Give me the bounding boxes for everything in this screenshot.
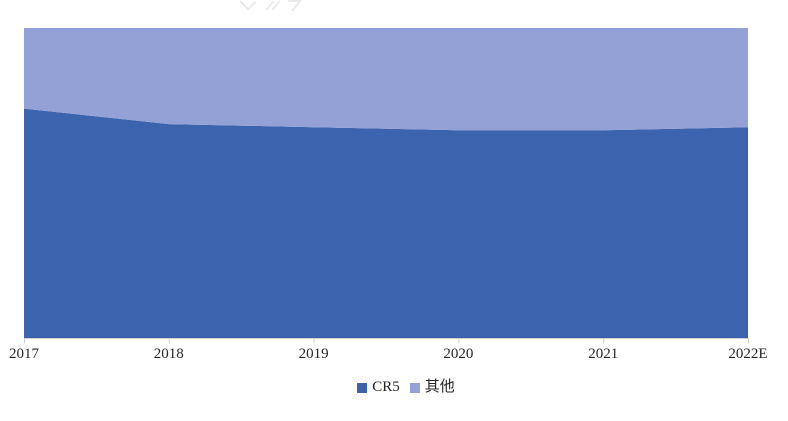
- legend-item-CR5: CR5: [357, 380, 400, 395]
- x-axis-label-2017: 2017: [9, 346, 39, 362]
- area-series-其他: [24, 28, 748, 131]
- cropped-watermark-icon: [239, 0, 303, 12]
- x-axis-label-2018: 2018: [153, 346, 184, 362]
- area-series-group: [24, 28, 748, 338]
- x-axis-label-2022E: 2022E: [728, 346, 768, 362]
- x-axis: [24, 338, 749, 344]
- legend-swatch-icon: [409, 382, 420, 393]
- x-axis-label-2020: 2020: [443, 346, 474, 362]
- legend-label: 其他: [424, 379, 455, 395]
- legend-label: CR5: [372, 379, 400, 395]
- area-series-CR5: [24, 108, 748, 338]
- x-axis-label-2021: 2021: [588, 346, 619, 362]
- legend-item-其他: 其他: [409, 379, 455, 395]
- legend-swatch-icon: [357, 382, 368, 393]
- chart-legend: CR5 其他: [12, 380, 788, 395]
- x-axis-label-2019: 2019: [298, 346, 329, 362]
